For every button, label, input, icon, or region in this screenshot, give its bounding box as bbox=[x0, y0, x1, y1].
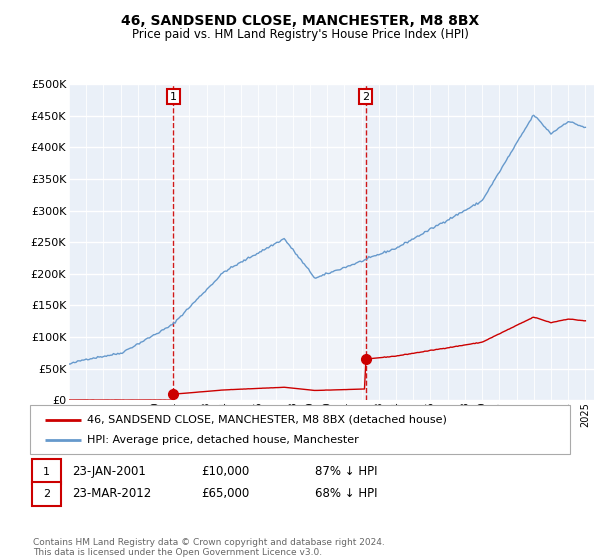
Text: 2: 2 bbox=[362, 92, 369, 102]
Text: Contains HM Land Registry data © Crown copyright and database right 2024.
This d: Contains HM Land Registry data © Crown c… bbox=[33, 538, 385, 557]
Text: 87% ↓ HPI: 87% ↓ HPI bbox=[315, 465, 377, 478]
Text: 2: 2 bbox=[43, 489, 50, 499]
Bar bbox=[173, 84, 365, 400]
Text: 46, SANDSEND CLOSE, MANCHESTER, M8 8BX: 46, SANDSEND CLOSE, MANCHESTER, M8 8BX bbox=[121, 14, 479, 28]
Text: 23-MAR-2012: 23-MAR-2012 bbox=[72, 487, 151, 501]
Text: 1: 1 bbox=[170, 92, 177, 102]
Text: HPI: Average price, detached house, Manchester: HPI: Average price, detached house, Manc… bbox=[87, 435, 359, 445]
Text: £65,000: £65,000 bbox=[201, 487, 249, 501]
Text: 1: 1 bbox=[43, 466, 50, 477]
Text: 23-JAN-2001: 23-JAN-2001 bbox=[72, 465, 146, 478]
Text: 46, SANDSEND CLOSE, MANCHESTER, M8 8BX (detached house): 46, SANDSEND CLOSE, MANCHESTER, M8 8BX (… bbox=[87, 415, 447, 424]
Text: Price paid vs. HM Land Registry's House Price Index (HPI): Price paid vs. HM Land Registry's House … bbox=[131, 28, 469, 41]
Text: £10,000: £10,000 bbox=[201, 465, 249, 478]
Text: 68% ↓ HPI: 68% ↓ HPI bbox=[315, 487, 377, 501]
